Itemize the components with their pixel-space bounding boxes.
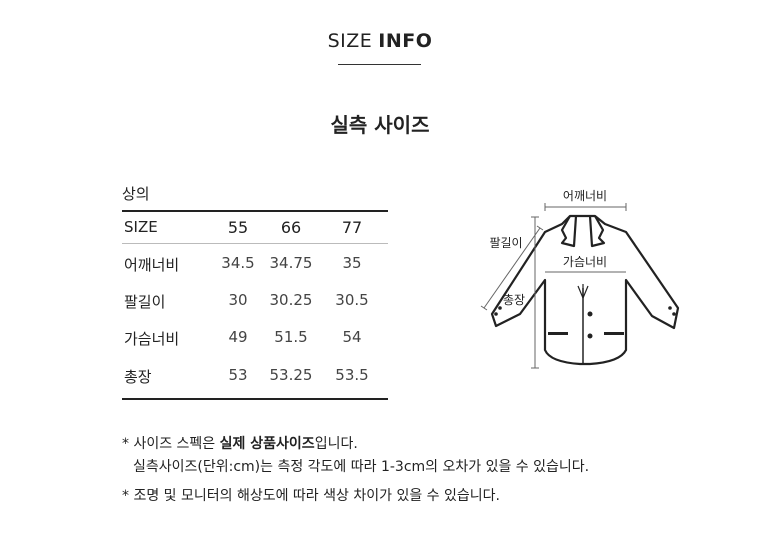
label-sleeve: 팔길이 [489, 236, 522, 250]
row-value: 34.75 [269, 254, 313, 272]
title-divider [338, 64, 421, 65]
label-chest: 가슴너비 [563, 255, 607, 269]
left-lapel [560, 215, 578, 248]
note-1: * 사이즈 스펙은 실제 상품사이즈입니다. [122, 433, 358, 453]
row-value: 34.5 [221, 254, 255, 272]
row-value: 53.25 [269, 366, 313, 384]
right-lapel [588, 215, 606, 248]
label-shoulder: 어깨너비 [563, 189, 607, 203]
row-label: 팔길이 [124, 293, 166, 311]
row-label: 어깨너비 [124, 256, 180, 274]
row-value: 53.5 [335, 366, 369, 384]
table-header-rule [122, 243, 388, 244]
title-bold: INFO [378, 30, 433, 52]
row-value: 54 [342, 328, 362, 346]
row-value: 51.5 [274, 328, 308, 346]
row-label: 가슴너비 [124, 330, 180, 348]
subtitle: 실측 사이즈 [330, 113, 430, 137]
row-value: 53 [228, 366, 248, 384]
table-top-rule [122, 210, 388, 212]
title-light: SIZE [327, 30, 373, 52]
jacket-outline [490, 214, 680, 366]
table-row: 어깨너비 34.5 34.75 35 [122, 254, 388, 278]
header-size: SIZE [124, 218, 158, 236]
header-77: 77 [341, 218, 363, 237]
note-1-bold: 실제 상품사이즈 [219, 436, 315, 452]
table-row: 가슴너비 49 51.5 54 [122, 328, 388, 352]
jacket-diagram: 어깨너비 가슴너비 팔길이 총장 [480, 189, 680, 369]
row-value: 30.5 [335, 291, 369, 309]
note-2: 실측사이즈(단위:cm)는 측정 각도에 따라 1-3cm의 오차가 있을 수 … [133, 459, 590, 475]
table-row: 총장 53 53.25 53.5 [122, 366, 388, 390]
row-value: 30.25 [269, 291, 313, 309]
note-1-prefix: * 사이즈 스펙은 [122, 436, 220, 452]
header-66: 66 [280, 218, 302, 237]
row-value: 49 [228, 328, 248, 346]
table-bottom-rule [122, 398, 388, 400]
table-category: 상의 [122, 185, 150, 203]
header-55: 55 [227, 218, 249, 237]
table-header-row: SIZE 55 66 77 [122, 218, 388, 242]
section-title: SIZE INFO [0, 30, 760, 52]
note-3: * 조명 및 모니터의 해상도에 따라 색상 차이가 있을 수 있습니다. [122, 488, 500, 504]
table-row: 팔길이 30 30.25 30.5 [122, 291, 388, 315]
row-value: 35 [342, 254, 362, 272]
row-label: 총장 [124, 368, 152, 386]
note-1-suffix: 입니다. [314, 436, 358, 452]
label-length: 총장 [503, 293, 525, 307]
row-value: 30 [228, 291, 248, 309]
